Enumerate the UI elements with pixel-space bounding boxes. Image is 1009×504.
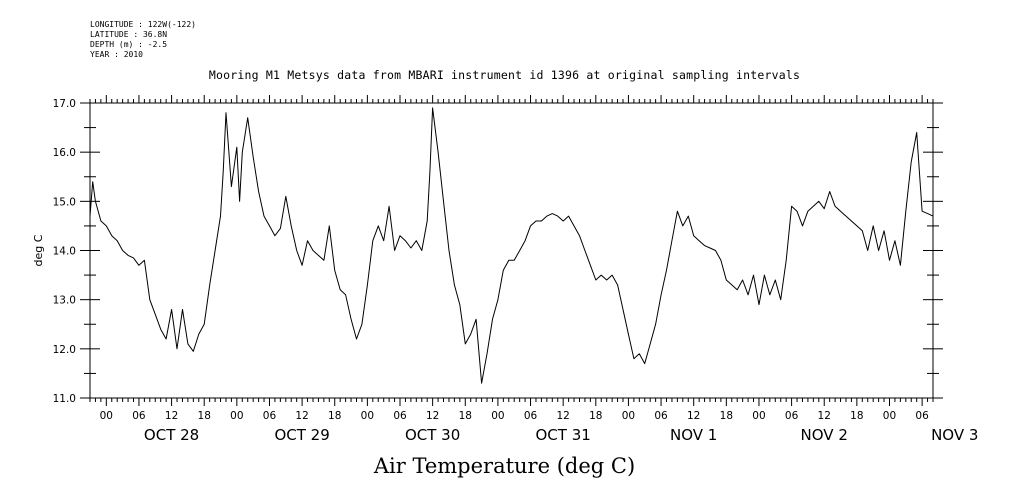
x-tick-label: 00 xyxy=(883,410,896,422)
x-tick-label: 18 xyxy=(720,410,733,422)
x-tick-label: 12 xyxy=(818,410,831,422)
y-tick-label: 13.0 xyxy=(53,295,76,307)
x-day-label: OCT 31 xyxy=(536,426,591,444)
x-day-label: OCT 29 xyxy=(274,426,329,444)
y-tick-label: 17.0 xyxy=(53,98,76,110)
x-tick-label: 00 xyxy=(100,410,113,422)
year-text: YEAR : 2010 xyxy=(90,50,143,59)
x-tick-label: 12 xyxy=(687,410,700,422)
latitude-text: LATITUDE : 36.8N xyxy=(90,30,168,39)
x-tick-label: 00 xyxy=(361,410,374,422)
x-tick-label: 18 xyxy=(198,410,211,422)
x-day-label: OCT 28 xyxy=(144,426,199,444)
x-tick-label: 00 xyxy=(230,410,243,422)
data-series-line xyxy=(89,107,934,384)
y-axis-label: deg C xyxy=(32,234,45,266)
x-day-label: NOV 1 xyxy=(670,426,717,444)
y-tick-label: 11.0 xyxy=(53,393,76,405)
x-tick-label: 18 xyxy=(589,410,602,422)
x-tick-label: 12 xyxy=(556,410,569,422)
x-tick-label: 00 xyxy=(752,410,765,422)
x-tick-label: 06 xyxy=(263,410,277,422)
x-day-label: NOV 3 xyxy=(931,426,978,444)
x-tick-label: 18 xyxy=(459,410,472,422)
x-tick-label: 12 xyxy=(426,410,439,422)
plot-frame xyxy=(89,102,934,399)
x-tick-label: 06 xyxy=(915,410,929,422)
x-tick-label: 06 xyxy=(393,410,407,422)
y-tick-label: 16.0 xyxy=(53,147,76,159)
y-tick-label: 14.0 xyxy=(53,246,76,258)
x-day-label: NOV 2 xyxy=(801,426,848,444)
chart-title: Mooring M1 Metsys data from MBARI instru… xyxy=(208,68,801,82)
x-tick-label: 00 xyxy=(491,410,504,422)
x-tick-label: 06 xyxy=(524,410,538,422)
x-tick-label: 06 xyxy=(785,410,799,422)
x-tick-label: 00 xyxy=(622,410,635,422)
x-tick-label: 06 xyxy=(654,410,668,422)
metadata-block: LONGITUDE : 122W(-122) LATITUDE : 36.8N … xyxy=(90,20,196,60)
y-tick-label: 12.0 xyxy=(53,344,76,356)
depth-text: DEPTH (m) : -2.5 xyxy=(90,40,168,49)
x-tick-label: 18 xyxy=(850,410,863,422)
y-tick-label: 15.0 xyxy=(53,196,76,208)
longitude-text: LONGITUDE : 122W(-122) xyxy=(90,20,196,29)
x-tick-label: 18 xyxy=(328,410,341,422)
x-day-label: OCT 30 xyxy=(405,426,460,444)
x-tick-label: 12 xyxy=(295,410,308,422)
x-axis-label: Air Temperature (deg C) xyxy=(373,454,636,478)
x-tick-label: 06 xyxy=(132,410,146,422)
x-tick-label: 12 xyxy=(165,410,178,422)
